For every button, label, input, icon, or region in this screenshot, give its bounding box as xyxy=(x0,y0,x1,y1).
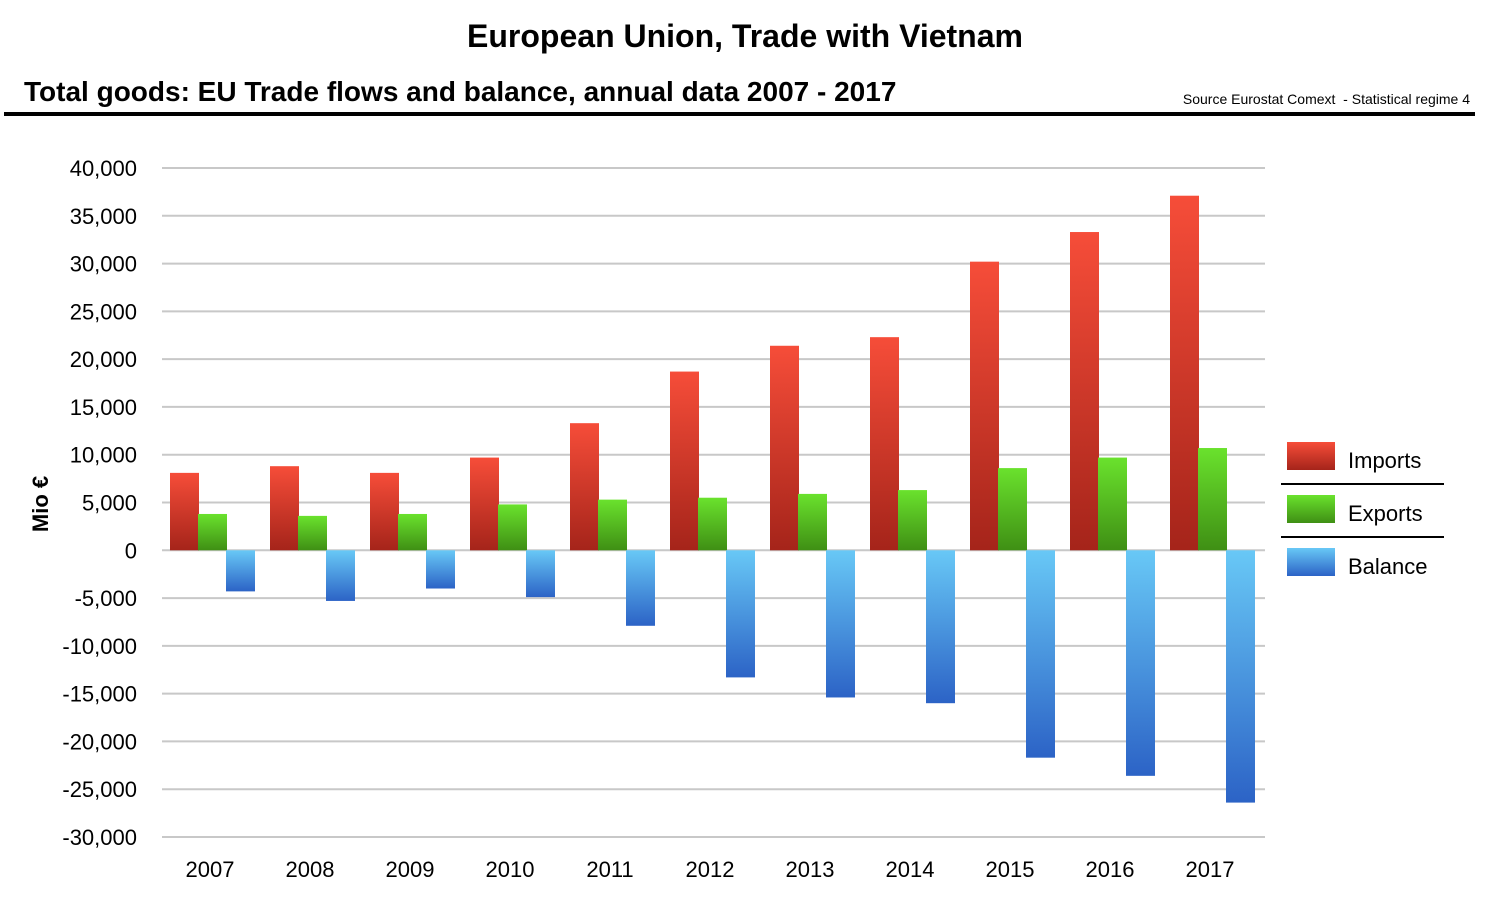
y-tick-label: -20,000 xyxy=(62,729,137,754)
x-tick-label: 2011 xyxy=(586,857,633,882)
bar-balance-2013 xyxy=(826,550,855,698)
bar-exports-2013 xyxy=(798,493,827,551)
bar-balance-2007 xyxy=(226,550,255,592)
bar-imports-2009 xyxy=(370,472,399,551)
y-axis-label: Mio € xyxy=(28,476,53,532)
x-tick-label: 2016 xyxy=(1086,857,1135,882)
y-tick-label: 5,000 xyxy=(82,491,137,516)
y-tick-label: 10,000 xyxy=(70,443,137,468)
bar-exports-2014 xyxy=(898,490,927,551)
y-tick-label: 35,000 xyxy=(70,204,137,229)
y-tick-label: 30,000 xyxy=(70,252,137,277)
y-tick-label: 40,000 xyxy=(70,156,137,181)
bar-imports-2015 xyxy=(970,261,999,551)
bar-balance-2010 xyxy=(526,550,555,598)
chart-subtitle: Total goods: EU Trade flows and balance,… xyxy=(24,76,897,107)
x-tick-label: 2014 xyxy=(886,857,935,882)
bar-imports-2007 xyxy=(170,472,199,551)
bar-imports-2014 xyxy=(870,337,899,551)
bar-exports-2016 xyxy=(1098,457,1127,551)
y-tick-label: -10,000 xyxy=(62,634,137,659)
bar-imports-2016 xyxy=(1070,232,1099,551)
bar-balance-2012 xyxy=(726,550,755,678)
y-tick-label: 25,000 xyxy=(70,299,137,324)
x-tick-label: 2007 xyxy=(186,857,235,882)
y-tick-label: -15,000 xyxy=(62,682,137,707)
legend-swatch-imports xyxy=(1287,442,1335,470)
bar-exports-2015 xyxy=(998,468,1027,551)
bar-balance-2014 xyxy=(926,550,955,704)
bar-imports-2013 xyxy=(770,345,799,551)
y-tick-label: 15,000 xyxy=(70,395,137,420)
source-note: Source Eurostat Comext - Statistical reg… xyxy=(1182,91,1470,107)
bar-imports-2012 xyxy=(670,371,699,551)
chart-title: European Union, Trade with Vietnam xyxy=(467,18,1023,54)
header-divider xyxy=(4,112,1475,116)
x-tick-label: 2008 xyxy=(286,857,335,882)
y-tick-label: -25,000 xyxy=(62,777,137,802)
bar-balance-2011 xyxy=(626,550,655,626)
x-tick-label: 2017 xyxy=(1186,857,1235,882)
bar-balance-2016 xyxy=(1126,550,1155,776)
x-tick-label: 2013 xyxy=(786,857,835,882)
legend-swatch-exports xyxy=(1287,495,1335,523)
bar-exports-2009 xyxy=(398,513,427,551)
y-tick-label: -30,000 xyxy=(62,825,137,850)
bar-exports-2010 xyxy=(498,504,527,551)
legend-label-exports: Exports xyxy=(1348,501,1423,526)
y-tick-label: 0 xyxy=(125,538,137,563)
legend-label-imports: Imports xyxy=(1348,448,1421,473)
bar-exports-2012 xyxy=(698,497,727,551)
bar-exports-2008 xyxy=(298,515,327,551)
y-tick-label: -5,000 xyxy=(75,586,137,611)
x-tick-label: 2012 xyxy=(686,857,735,882)
x-tick-label: 2010 xyxy=(486,857,535,882)
bar-imports-2017 xyxy=(1170,195,1199,551)
bar-exports-2007 xyxy=(198,513,227,551)
bar-balance-2009 xyxy=(426,550,455,589)
bar-imports-2011 xyxy=(570,423,599,551)
bar-balance-2015 xyxy=(1026,550,1055,758)
x-tick-label: 2009 xyxy=(386,857,435,882)
bar-balance-2008 xyxy=(326,550,355,601)
bar-balance-2017 xyxy=(1226,550,1255,803)
bar-imports-2008 xyxy=(270,466,299,551)
x-tick-label: 2015 xyxy=(986,857,1035,882)
y-tick-label: 20,000 xyxy=(70,347,137,372)
bar-imports-2010 xyxy=(470,457,499,551)
bar-exports-2017 xyxy=(1198,448,1227,551)
legend-swatch-balance xyxy=(1287,548,1335,576)
bar-exports-2011 xyxy=(598,499,627,551)
legend-label-balance: Balance xyxy=(1348,554,1428,579)
